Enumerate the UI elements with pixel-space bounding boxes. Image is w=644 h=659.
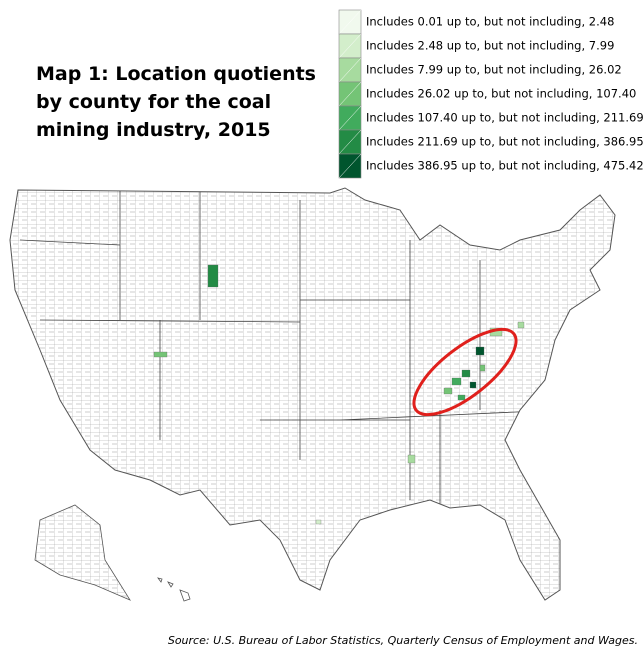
alaska — [34, 504, 132, 601]
county-patch — [451, 377, 462, 386]
county-patch — [443, 387, 453, 395]
coal-counties — [153, 264, 525, 525]
county-patch — [207, 264, 219, 288]
legend: Includes 0.01 up to, but not including, … — [338, 9, 644, 179]
legend-label: Includes 26.02 up to, but not including,… — [366, 87, 636, 101]
legend-swatch-diagonal — [338, 81, 362, 107]
county-patch — [315, 519, 322, 525]
map-title: by county for the coal — [36, 91, 271, 113]
legend-swatch-diagonal — [338, 33, 362, 59]
legend-swatch-diagonal — [338, 153, 362, 179]
county-patch — [457, 394, 466, 401]
legend-label: Includes 2.48 up to, but not including, … — [366, 39, 614, 53]
county-patch — [153, 351, 168, 358]
map-title: Map 1: Location quotients — [36, 63, 316, 85]
county-patch — [469, 381, 477, 389]
legend-label: Includes 0.01 up to, but not including, … — [366, 15, 614, 29]
source-note: Source: U.S. Bureau of Labor Statistics,… — [168, 634, 638, 647]
legend-swatch-diagonal — [338, 129, 362, 155]
legend-swatch-diagonal — [338, 9, 362, 35]
legend-label: Includes 386.95 up to, but not including… — [366, 159, 644, 173]
legend-label: Includes 211.69 up to, but not including… — [366, 135, 644, 149]
legend-swatch-diagonal — [338, 57, 362, 83]
legend-label: Includes 7.99 up to, but not including, … — [366, 63, 622, 77]
highlight-ellipse — [412, 327, 518, 417]
us-map — [9, 187, 616, 602]
county-patch — [517, 321, 525, 329]
legend-swatch-diagonal — [338, 105, 362, 131]
county-patch — [407, 454, 416, 464]
county-patch — [479, 364, 486, 372]
map-title: mining industry, 2015 — [36, 119, 271, 141]
county-patch — [461, 369, 471, 378]
legend-label: Includes 107.40 up to, but not including… — [366, 111, 644, 125]
county-patch — [475, 346, 485, 356]
hawaii — [157, 577, 191, 602]
